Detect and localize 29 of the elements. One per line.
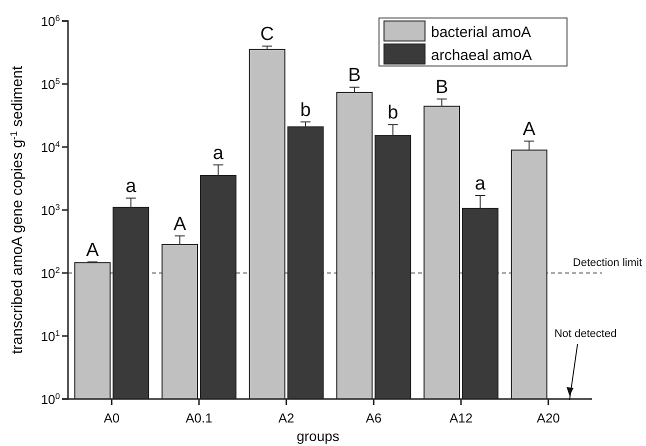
x-tick-label: A0 [104,410,120,426]
annotation: C [260,24,274,46]
legend-label: archaeal amoA [431,47,532,64]
annotation: A [173,214,186,235]
y-tick-label: 10$^{3}$ [40,202,60,218]
x-tick-label: A0.1 [186,410,212,426]
annotation: A [86,240,100,261]
annotation: b [300,100,311,121]
x-tick-label: A12 [449,410,473,426]
y-tick-label: 10$^{0}$ [40,391,60,407]
annotation: a [474,173,486,194]
annotation: B [348,65,361,86]
x-tick-label: A6 [366,410,382,426]
x-tick-label: A2 [278,410,294,426]
y-tick-label: 10$^{2}$ [40,265,60,281]
y-tick-label: 10$^{4}$ [40,139,60,155]
annotation: a [126,176,137,198]
annotation: a [212,142,224,164]
legend-label: bacterial amoA [431,24,532,41]
y-tick-label: 10$^{5}$ [40,76,60,92]
annotation: A [522,119,536,140]
annotation: b [388,102,398,124]
y-tick-label: 10$^{1}$ [40,328,60,344]
y-tick-label: 10$^{6}$ [40,13,60,29]
x-tick-label: A20 [536,410,560,426]
annotation: Not detected [554,328,617,340]
annotation: B [435,76,448,98]
ref-line-label: Detection limit [572,257,642,269]
x-axis-title: groups [296,428,340,444]
